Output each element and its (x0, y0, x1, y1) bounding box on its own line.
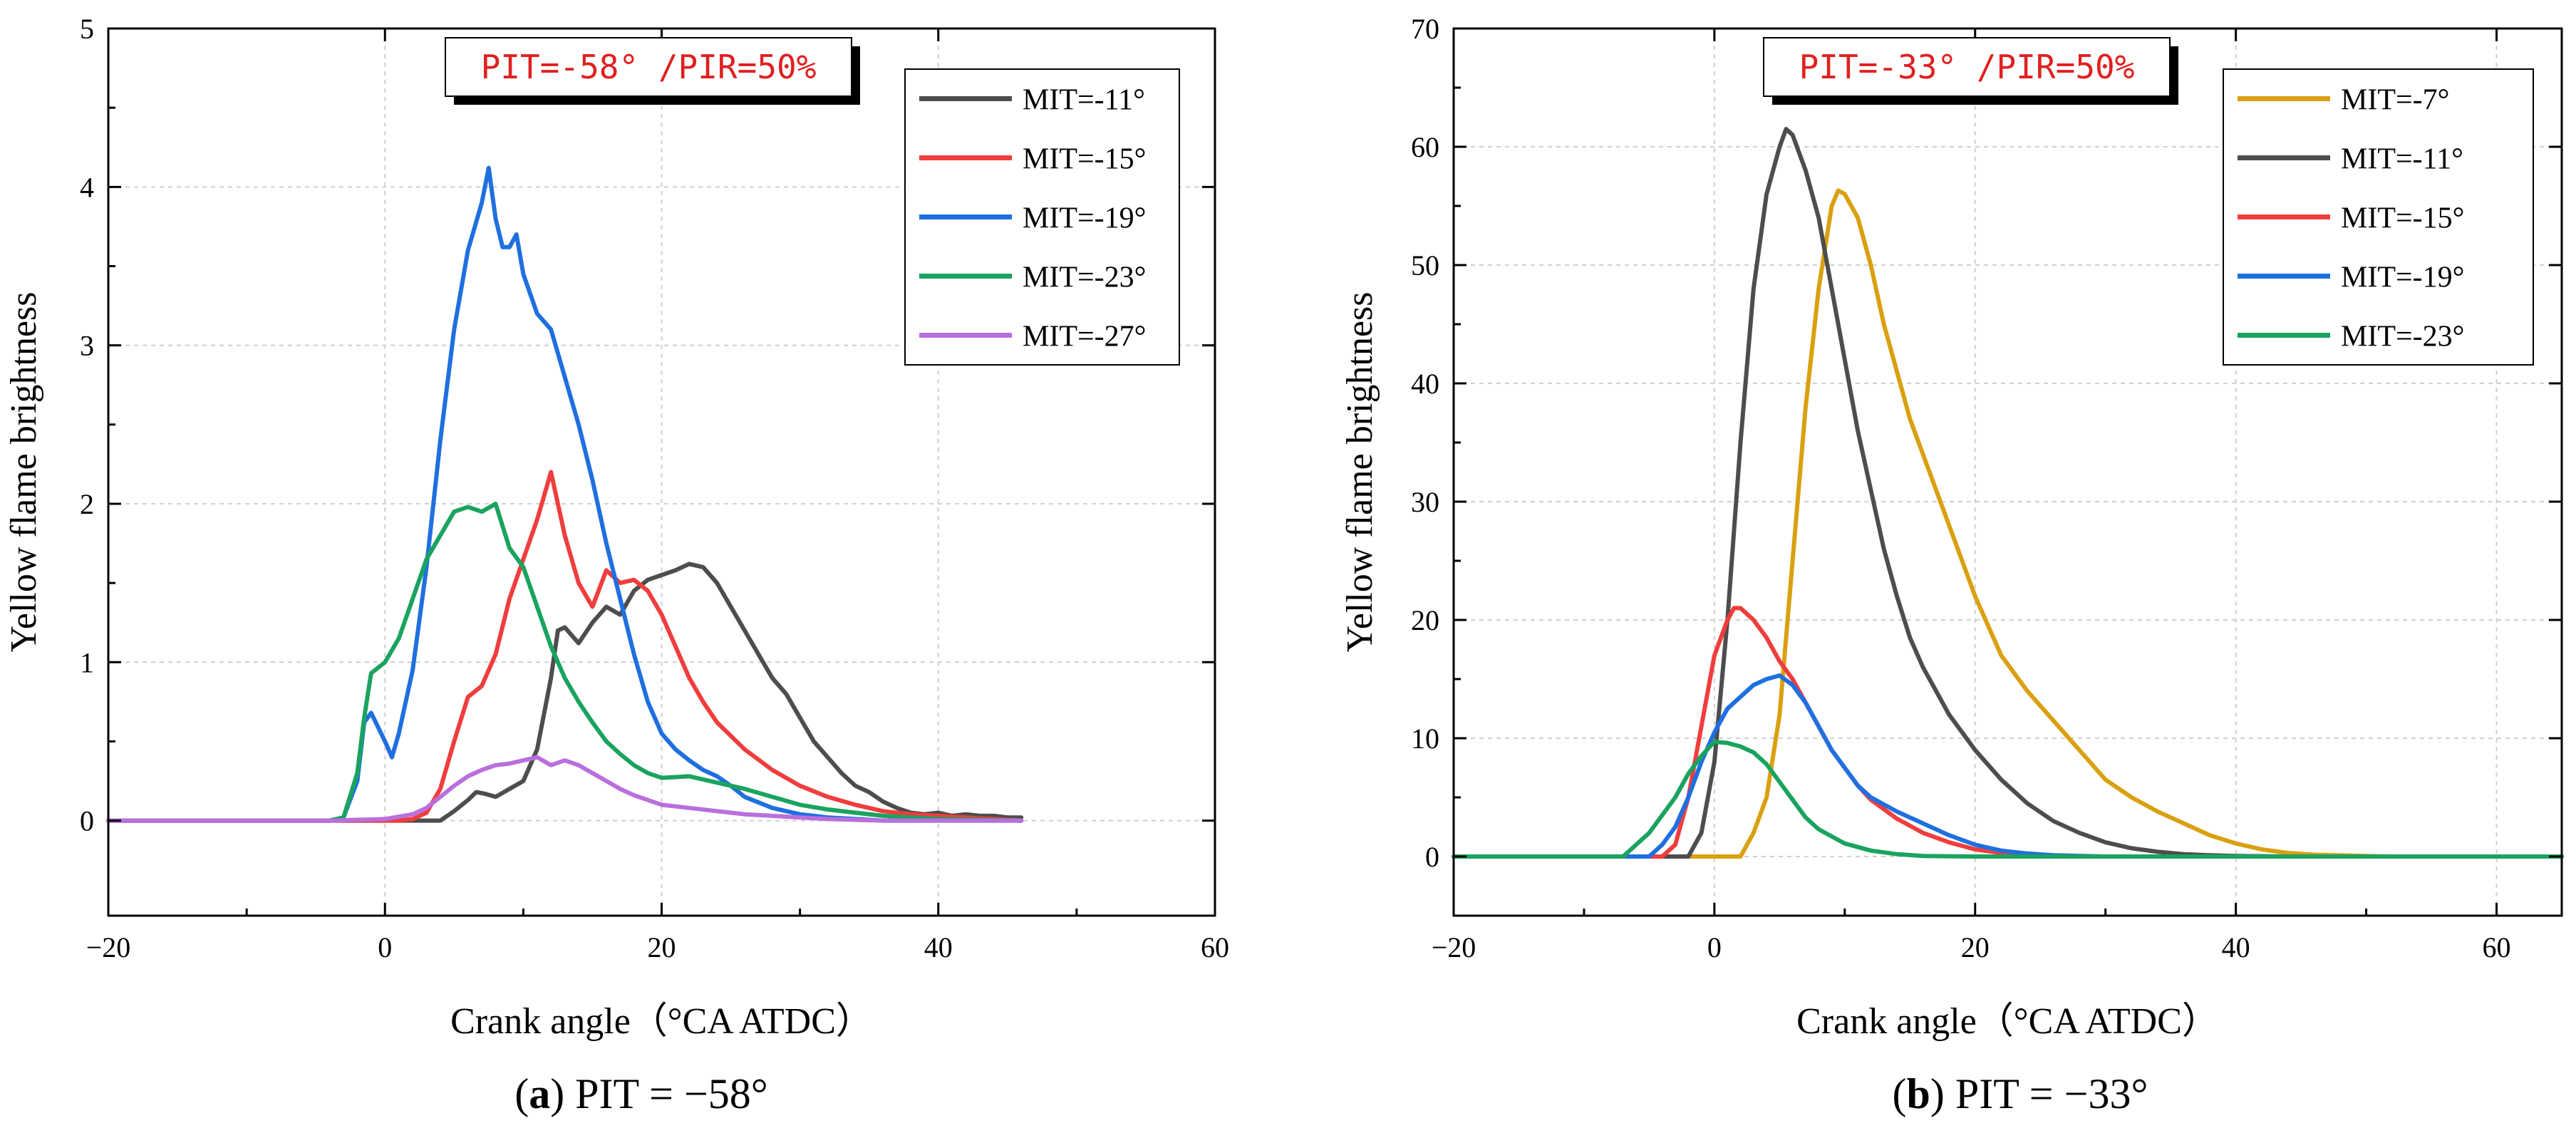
legend-label: MIT=-23° (1023, 262, 1146, 294)
y-tick-label: 50 (1411, 249, 1439, 281)
y-tick-label: 70 (1411, 13, 1439, 45)
x-tick-label: 20 (1961, 931, 1990, 963)
legend-label: MIT=-19° (2341, 262, 2464, 294)
series-line-4 (106, 502, 1024, 823)
y-axis-label: Yellow flame brightness (4, 291, 44, 652)
x-axis-label: Crank angle（°CA ATDC） (1796, 1001, 2219, 1042)
x-tick-label: 20 (648, 931, 676, 963)
y-tick-label: 10 (1411, 723, 1439, 755)
y-tick-label: 1 (80, 646, 94, 678)
y-tick-label: 20 (1411, 604, 1439, 636)
x-tick-label: 60 (1201, 931, 1229, 963)
legend-label: MIT=-27° (1023, 321, 1146, 353)
title-box-text: PIT=-58° /PIR=50% (481, 48, 817, 86)
title-box (445, 37, 852, 97)
series-line-1 (1452, 188, 2564, 859)
y-tick-label: 30 (1411, 486, 1439, 518)
y-tick-label: 4 (80, 171, 94, 203)
y-tick-label: 3 (80, 330, 94, 362)
legend-label: MIT=-15° (2341, 202, 2464, 235)
plot-frame (1452, 27, 2563, 917)
y-tick-label: 0 (80, 805, 94, 837)
y-axis-label: Yellow flame brightness (1340, 291, 1380, 652)
y-tick-label: 5 (80, 13, 94, 45)
panel-b: −20 0 20 40 60 0 10 20 30 40 50 60 70 Crank angle（°CA… (1340, 13, 2564, 1117)
y-tick-label: 0 (1425, 841, 1439, 873)
series-line-5 (1452, 740, 2564, 859)
y-tick-label: 60 (1411, 131, 1439, 163)
x-tick-label: 40 (2222, 931, 2250, 963)
legend: MIT=-11° MIT=-15° MIT=-19° MIT=-23° MIT=-27° (904, 68, 1180, 366)
y-tick-label: 2 (80, 488, 94, 520)
panel-caption: (a) PIT = −58° (514, 1070, 768, 1117)
legend-label: MIT=-15° (1023, 143, 1146, 176)
x-tick-label: 60 (2483, 931, 2511, 963)
x-tick-label: 0 (1707, 931, 1722, 963)
x-tick-label: 0 (378, 931, 392, 963)
series-line-5 (106, 755, 1024, 823)
x-axis-label: Crank angle（°CA ATDC） (450, 1001, 873, 1042)
series-line-3 (106, 165, 1024, 823)
panel-label: b (1907, 1070, 1930, 1117)
series-line-4 (1452, 673, 2564, 859)
panel-caption: (b) PIT = −33° (1893, 1070, 2148, 1117)
y-tick-label: 40 (1411, 368, 1439, 400)
panel-label: a (529, 1070, 550, 1117)
x-tick-label: −20 (86, 931, 131, 963)
legend: MIT=-7° MIT=-11° MIT=-15° MIT=-19° MIT=-23° (2223, 68, 2534, 366)
legend-label: MIT=-23° (2341, 321, 2464, 353)
legend-label: MIT=-11° (1023, 84, 1145, 117)
legend-label: MIT=-7° (2341, 84, 2449, 117)
x-tick-label: 40 (924, 931, 953, 963)
title-box-text: PIT=-33° /PIR=50% (1799, 48, 2135, 86)
series-line-2 (106, 470, 1024, 823)
title-box (1763, 37, 2171, 97)
legend-label: MIT=-19° (1023, 202, 1146, 235)
series-line-2 (1452, 127, 2564, 859)
panel-a: −20 0 20 40 60 0 1 2 3 4 5 Crank angle（°CA ATDC） Yel… (4, 13, 1229, 1117)
legend-label: MIT=-11° (2341, 143, 2463, 176)
x-tick-label: −20 (1432, 931, 1476, 963)
